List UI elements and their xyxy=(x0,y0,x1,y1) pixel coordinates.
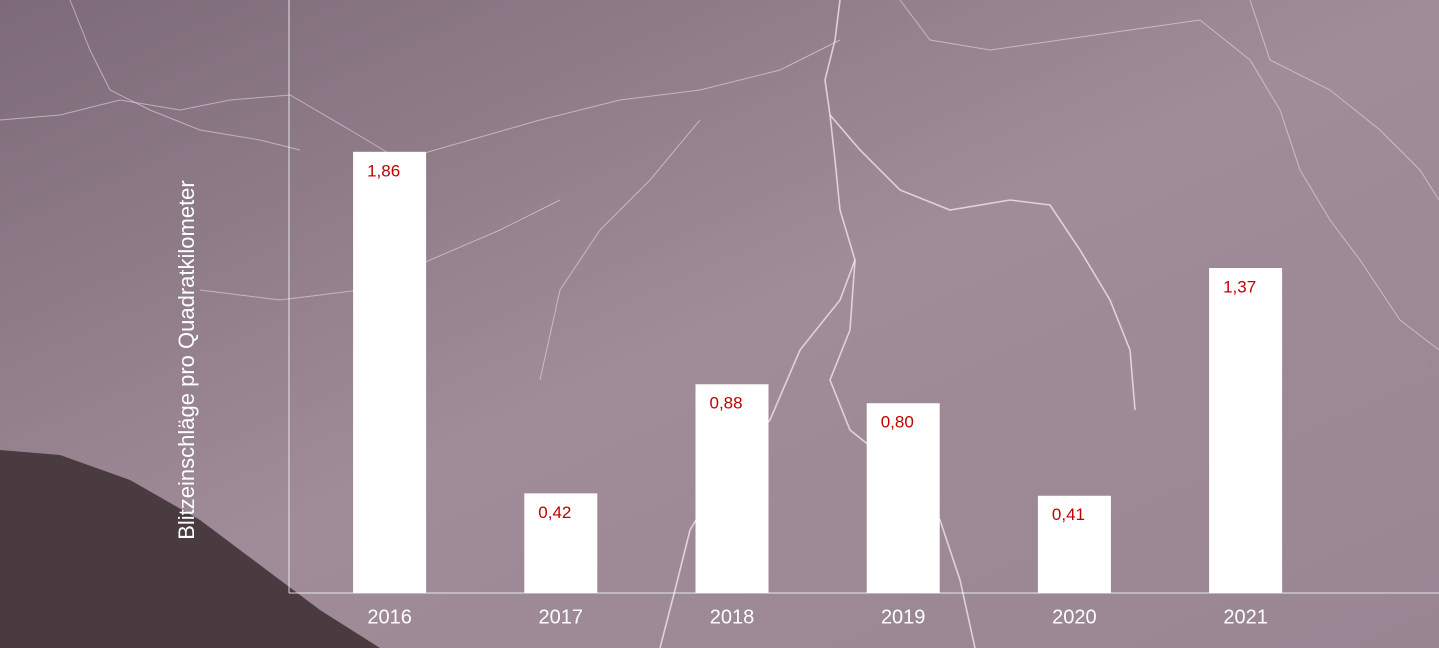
hill xyxy=(0,450,380,648)
x-tick-label: 2021 xyxy=(1223,606,1268,628)
value-label: 0,41 xyxy=(1052,505,1085,524)
y-axis-title: Blitzeinschläge pro Quadratkilometer xyxy=(174,180,199,540)
value-label: 0,88 xyxy=(710,394,743,413)
bar xyxy=(524,493,598,593)
x-tick-label: 2019 xyxy=(881,606,926,628)
bar xyxy=(353,151,427,594)
value-label: 0,42 xyxy=(538,503,571,522)
bar xyxy=(695,384,769,593)
value-label: 1,37 xyxy=(1223,278,1256,297)
x-tick-label: 2017 xyxy=(539,606,584,628)
bar xyxy=(866,403,940,593)
x-tick-label: 2016 xyxy=(367,606,412,628)
value-label: 0,80 xyxy=(881,413,914,432)
x-tick-label: 2018 xyxy=(710,606,755,628)
x-tick-label: 2020 xyxy=(1052,606,1097,628)
bar xyxy=(1037,495,1111,593)
value-label: 1,86 xyxy=(367,161,400,180)
bar xyxy=(1209,268,1283,593)
